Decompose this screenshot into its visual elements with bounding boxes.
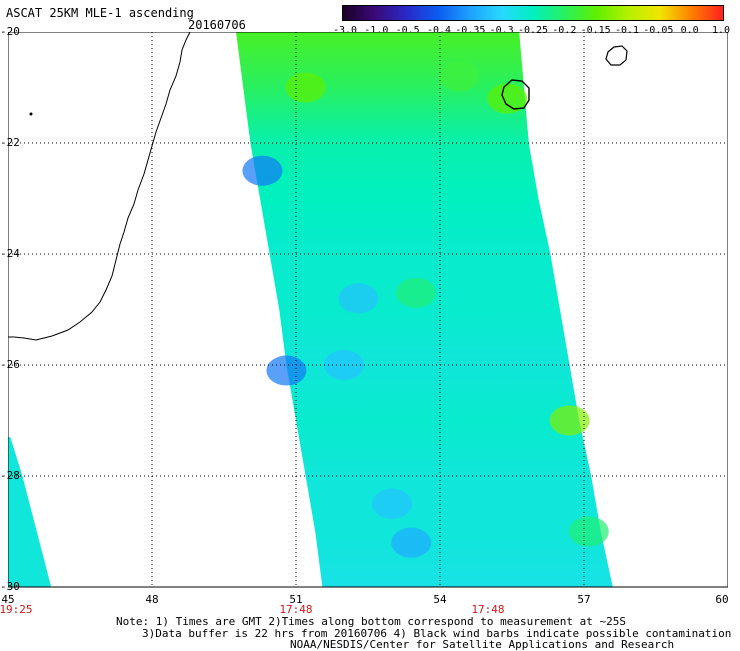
x-tick-label: 57 [577,593,591,606]
colorbar [342,5,724,21]
note-line-1: Note: 1) Times are GMT 2)Times along bot… [116,615,626,628]
colorbar-tick: -3.0 [332,25,358,36]
colorbar-tick: -0.5 [395,25,420,36]
value-patch [372,488,412,519]
colorbar-tick: -0.4 [426,25,452,36]
y-tick-label: -30 [0,580,20,593]
coastline-mauritius [605,45,628,66]
y-tick-label: -22 [0,136,20,149]
value-patch [391,527,432,558]
x-tick-label: 60 [715,593,729,606]
colorbar-tick: -0.25 [517,25,549,36]
x-tick-label: 48 [145,593,159,606]
note-line-3: NOAA/NESDIS/Center for Satellite Applica… [290,638,675,651]
map-plot [8,32,728,588]
time-label: 19:25 [0,603,33,616]
value-patch [487,83,528,114]
value-patch [396,277,436,308]
time-label: 17:48 [279,603,313,616]
colorbar-tick: -0.05 [643,25,674,36]
coastline-reunion [501,79,530,110]
note-line-2: 3)Data buffer is 22 hrs from 20160706 4)… [142,627,732,640]
y-tick-label: -28 [0,469,20,482]
colorbar-tick: 0.0 [680,25,699,36]
swath-layer [8,32,613,587]
map-title: ASCAT 25KM MLE-1 ascending [6,6,194,20]
map-date: 20160706 [188,18,246,32]
data-swath [236,32,613,587]
coastline-madagascar [8,32,191,341]
colorbar-tick: -0.2 [552,25,577,36]
time-label: 17:48 [471,603,505,616]
value-patch [439,61,480,92]
colorbar-tick: -0.35 [455,25,486,36]
plot-border [8,32,728,588]
colorbar-tick: 1.0 [711,25,731,36]
value-patch [266,355,307,386]
value-patch [338,283,379,314]
value-patch [242,155,283,186]
y-tick-label: -20 [0,25,20,38]
colorbar-tick: -0.1 [614,25,640,36]
data-swath [8,437,52,587]
islet-marker [29,112,33,116]
colorbar-tick: -0.15 [580,25,611,36]
x-tick-label: 45 [1,593,15,606]
colorbar-tick: -0.3 [489,25,514,36]
value-patch [285,72,326,103]
y-tick-label: -24 [0,247,20,260]
x-tick-label: 54 [433,593,447,606]
value-patch [549,405,590,436]
y-tick-label: -26 [0,358,20,371]
value-patch [568,516,609,547]
x-tick-label: 51 [289,593,303,606]
colorbar-tick: -1.0 [364,25,389,36]
